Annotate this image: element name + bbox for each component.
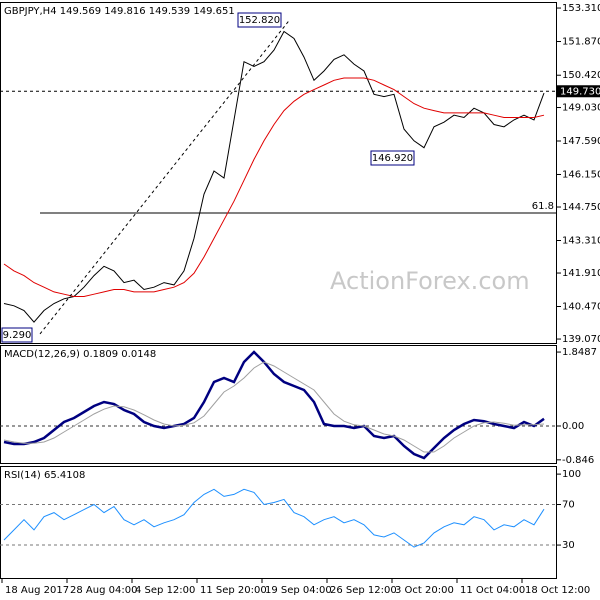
- annotation-box: [1, 327, 33, 343]
- panel-frame: [0, 345, 557, 464]
- trend-line: [39, 19, 291, 335]
- y-tick-label: 143.310: [562, 235, 600, 246]
- x-tick-label: 28 Aug 04:00: [70, 585, 137, 596]
- y-tick-label: 153.310: [562, 3, 600, 14]
- x-tick-label: 18 Oct 12:00: [525, 585, 590, 596]
- x-tick-label: 18 Aug 2017: [5, 585, 69, 596]
- y-tick-label: 149.030: [562, 103, 600, 114]
- x-tick-label: 11 Oct 04:00: [460, 585, 525, 596]
- current-price-box: [557, 85, 600, 98]
- y-tick-label: 150.420: [562, 70, 600, 81]
- x-tick-label: 19 Sep 04:00: [265, 585, 332, 596]
- y-tick-label: 70: [562, 500, 575, 511]
- y-tick-label: 141.910: [562, 268, 600, 279]
- series-line: [3, 488, 545, 548]
- series-line: [3, 361, 545, 453]
- y-tick-label: 140.470: [562, 302, 600, 313]
- annotation-box: [370, 150, 415, 166]
- x-tick-label: 3 Oct 20:00: [395, 585, 454, 596]
- fib-label: 61.8: [532, 201, 554, 212]
- x-tick-label: 26 Sep 12:00: [330, 585, 397, 596]
- series-line: [3, 77, 545, 297]
- panel-title: MACD(12,26,9) 0.1809 0.0148: [4, 349, 156, 360]
- annotation-label: 9.290: [3, 330, 32, 341]
- y-tick-label: -0.846: [562, 455, 594, 466]
- annotation-label: 152.820: [239, 15, 280, 26]
- y-tick-label: 146.150: [562, 169, 600, 180]
- x-tick-label: 11 Sep 20:00: [200, 585, 267, 596]
- annotation-box: [237, 12, 282, 28]
- panel-frame: [0, 466, 557, 579]
- panel-frame: [0, 2, 557, 344]
- y-tick-label: 100: [562, 469, 581, 480]
- annotation-label: 146.920: [372, 153, 413, 164]
- watermark: ActionForex.com: [330, 267, 530, 295]
- series-line: [3, 350, 545, 460]
- current-price-label: 149.730: [560, 86, 600, 97]
- y-tick-label: 139.070: [562, 334, 600, 345]
- panel-title: GBPJPY,H4 149.569 149.816 149.539 149.65…: [4, 6, 235, 17]
- y-tick-label: 147.590: [562, 136, 600, 147]
- y-tick-label: 1.8487: [562, 347, 597, 358]
- y-tick-label: 151.870: [562, 37, 600, 48]
- panel-title: RSI(14) 65.4108: [4, 470, 85, 481]
- y-tick-label: 30: [562, 540, 575, 551]
- x-tick-label: 4 Sep 12:00: [135, 585, 195, 596]
- y-tick-label: 144.750: [562, 202, 600, 213]
- series-line: [3, 30, 545, 323]
- y-tick-label: 0.00: [562, 421, 584, 432]
